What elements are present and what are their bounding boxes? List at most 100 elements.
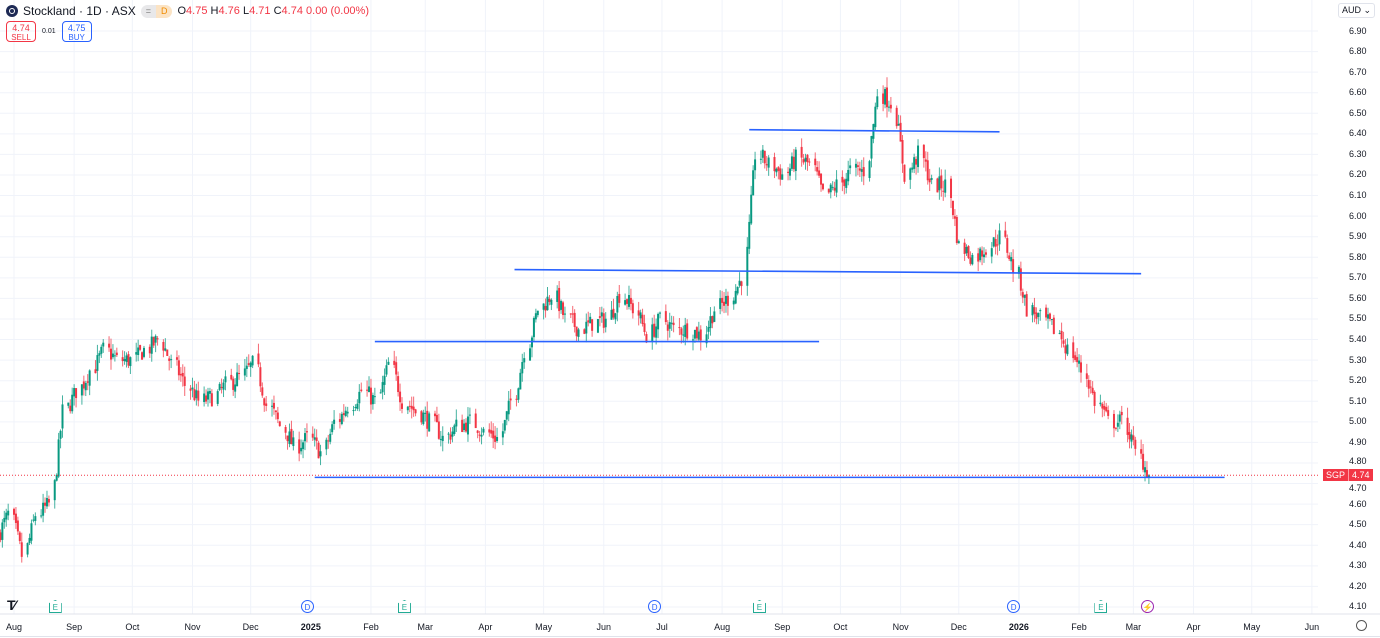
candle-body <box>373 396 376 398</box>
candle-body <box>210 393 213 407</box>
price-tick-label: 4.20 <box>1349 580 1367 591</box>
dividend-icon[interactable]: D <box>300 600 314 613</box>
candle-body <box>515 398 518 400</box>
candle-body <box>1145 470 1148 479</box>
candle-body <box>352 410 355 412</box>
candle-body <box>298 439 301 454</box>
candle-body <box>600 312 603 317</box>
candle-body <box>641 314 644 325</box>
candle-body <box>800 146 803 158</box>
candle-body <box>748 221 751 249</box>
candle-body <box>319 451 322 457</box>
drawing-trend-line[interactable] <box>749 128 1000 133</box>
candle-body <box>222 382 225 390</box>
lightning-icon[interactable]: ⚡ <box>1140 600 1154 613</box>
candle-body <box>193 389 196 401</box>
candle-body <box>1062 340 1065 344</box>
candle-body <box>1085 373 1088 379</box>
time-tick-label: Dec <box>242 622 259 632</box>
dividend-icon[interactable]: D <box>1007 600 1021 613</box>
candle-body <box>750 194 753 224</box>
candle-body <box>224 376 227 383</box>
candle-body <box>276 412 279 420</box>
candle-body <box>610 309 613 320</box>
candle-body <box>127 354 130 366</box>
candle-body <box>544 305 547 311</box>
candle-body <box>1023 294 1026 298</box>
candle-body <box>860 169 863 172</box>
currency-dropdown[interactable]: AUD ⌄ <box>1337 3 1375 18</box>
candle-body <box>530 337 533 348</box>
candle-body <box>922 144 925 159</box>
candle-body <box>251 355 254 366</box>
candle-body <box>911 167 914 170</box>
candle-body <box>996 244 999 246</box>
time-tick-label: Aug <box>714 622 731 632</box>
sell-button[interactable]: 4.74 SELL <box>6 21 36 42</box>
candle-body <box>1008 255 1011 260</box>
candle-body <box>726 295 729 306</box>
open-value: 4.75 <box>186 5 208 17</box>
buy-price: 4.75 <box>67 23 86 33</box>
stockland-logo-icon <box>6 5 18 17</box>
candle-body <box>379 392 382 394</box>
candle-body <box>814 158 817 166</box>
earnings-icon[interactable]: E <box>48 600 62 613</box>
candle-body <box>915 159 918 165</box>
candle-body <box>668 322 671 329</box>
candle-body <box>936 178 939 193</box>
candle-body <box>992 237 995 247</box>
candle-body <box>1010 257 1013 262</box>
tradingview-logo-icon[interactable]: T⁄ <box>7 597 16 613</box>
candle-body <box>876 96 879 108</box>
high-value: 4.76 <box>218 5 240 17</box>
candle-body <box>794 149 797 172</box>
candle-body <box>841 176 844 183</box>
candle-body <box>562 302 565 316</box>
candle-body <box>775 168 778 173</box>
candle-body <box>781 174 784 180</box>
symbol-title[interactable]: Stockland · 1D · ASX <box>23 4 136 18</box>
candle-body <box>1012 259 1015 273</box>
time-tick-label: Mar <box>417 622 434 632</box>
candle-body <box>329 433 332 442</box>
candle-body <box>1050 319 1053 321</box>
candle-body <box>80 384 83 396</box>
candle-body <box>643 323 646 333</box>
candle-body <box>1105 407 1108 412</box>
last-price-symbol: SGP <box>1323 469 1350 481</box>
settings-gear-icon[interactable] <box>1356 620 1367 631</box>
candle-body <box>150 336 153 354</box>
candle-body <box>965 247 968 254</box>
candle-body <box>928 178 931 183</box>
candle-body <box>55 474 58 481</box>
candle-body <box>550 299 553 305</box>
earnings-icon[interactable]: E <box>1094 600 1108 613</box>
candle-body <box>123 358 126 362</box>
candle-body <box>166 349 169 356</box>
candle-body <box>1118 414 1121 422</box>
candle-body <box>889 104 892 109</box>
earnings-icon[interactable]: E <box>397 600 411 613</box>
candle-body <box>189 388 192 391</box>
drawing-trend-line[interactable] <box>514 268 1142 275</box>
dividend-icon[interactable]: D <box>648 600 662 613</box>
market-status-pill[interactable]: = D <box>140 4 173 18</box>
price-tick-label: 4.90 <box>1349 436 1367 447</box>
candle-body <box>148 346 151 354</box>
candle-body <box>381 382 384 393</box>
candle-body <box>1031 305 1034 316</box>
last-price-label: SGP 4.74 <box>1323 469 1373 481</box>
buy-button[interactable]: 4.75 BUY <box>61 21 92 42</box>
candle-body <box>426 410 429 429</box>
candle-body <box>113 355 116 357</box>
candle-body <box>47 498 50 503</box>
candle-body <box>1033 307 1036 314</box>
earnings-icon[interactable]: E <box>752 600 766 613</box>
candle-body <box>317 442 320 459</box>
candle-body <box>612 308 615 318</box>
candle-body <box>556 290 559 302</box>
candle-body <box>534 313 537 320</box>
candle-body <box>13 508 15 515</box>
